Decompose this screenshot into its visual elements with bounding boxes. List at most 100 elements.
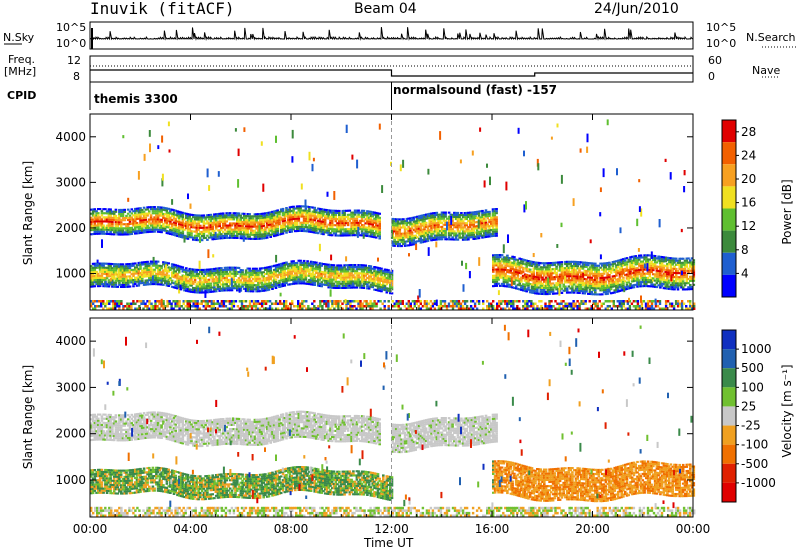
power-echo-cell <box>119 265 123 268</box>
power-echo-cell <box>288 206 292 209</box>
power-echo-cell <box>274 234 278 237</box>
power-echo-cell <box>373 276 376 279</box>
power-echo-cell <box>297 215 301 218</box>
power-echo-cell <box>308 274 311 277</box>
power-echo-cell <box>360 228 364 231</box>
power-echo-cell <box>571 275 574 278</box>
power-echo-cell <box>250 237 253 240</box>
power-echo-cell <box>209 270 213 273</box>
power-echo-cell <box>435 211 439 214</box>
power-echo-cell <box>158 228 162 231</box>
power-echo-cell <box>359 264 362 267</box>
power-echo-cell <box>588 288 592 291</box>
power-echo-cell <box>442 223 446 226</box>
power-echo-cell <box>125 214 128 217</box>
power-echo-cell <box>125 263 128 266</box>
power-echo-cell <box>359 266 362 269</box>
power-echo-cell <box>271 217 274 220</box>
power-echo-cell <box>176 228 179 231</box>
power-echo-cell <box>91 233 95 236</box>
power-echo-cell <box>199 283 202 286</box>
power-echo-cell <box>536 288 539 291</box>
power-echo-cell <box>499 276 502 279</box>
power-echo-cell <box>369 233 373 236</box>
power-echo-cell <box>518 284 521 287</box>
power-echo-cell <box>539 276 543 279</box>
power-echo-cell <box>396 218 400 221</box>
power-echo-cell <box>274 274 278 277</box>
power-echo-cell <box>265 287 269 290</box>
power-echo-cell <box>267 230 271 233</box>
power-echo-cell <box>251 217 255 220</box>
power-echo-cell <box>491 220 495 223</box>
power-echo-cell <box>223 216 227 219</box>
power-echo-cell <box>514 287 518 290</box>
power-echo-cell <box>569 262 572 265</box>
power-echo-cell <box>403 242 407 245</box>
power-echo-cell <box>262 222 265 225</box>
power-echo-cell <box>534 282 537 285</box>
power-echo-cell <box>587 280 590 283</box>
power-echo-cell <box>146 264 149 267</box>
power-echo-cell <box>281 278 285 281</box>
power-echo-cell <box>329 211 332 214</box>
power-echo-cell <box>560 279 564 282</box>
power-echo-cell <box>218 229 221 232</box>
power-echo-cell <box>269 213 272 216</box>
power-echo-cell <box>571 279 574 282</box>
power-echo-cell <box>364 222 367 225</box>
power-echo-cell <box>461 236 465 239</box>
power-echo-cell <box>197 226 200 229</box>
power-echo-cell <box>148 210 151 213</box>
power-echo-cell <box>446 238 449 241</box>
power-echo-cell <box>294 274 297 277</box>
power-echo-cell <box>302 268 306 271</box>
power-echo-cell <box>95 274 98 277</box>
power-echo-cell <box>199 268 202 271</box>
power-echo-cell <box>186 215 190 218</box>
power-echo-cell <box>336 209 339 212</box>
power-echo-cell <box>451 219 454 222</box>
power-echo-cell <box>534 267 537 270</box>
power-echo-cell <box>163 207 167 210</box>
power-echo-cell <box>430 220 433 223</box>
power-echo-cell <box>156 212 160 215</box>
power-echo-cell <box>493 214 497 217</box>
power-echo-cell <box>104 285 107 288</box>
power-echo-cell <box>528 270 532 273</box>
power-echo-cell <box>123 269 126 272</box>
power-echo-cell <box>456 226 460 229</box>
power-echo-cell <box>341 274 345 277</box>
nsearch-label: N.Search <box>746 31 796 44</box>
power-echo-cell <box>241 281 244 284</box>
power-echo-cell <box>183 228 186 231</box>
power-echo-cell <box>214 215 218 218</box>
power-echo-cell <box>107 218 111 221</box>
power-echo-cell <box>267 219 271 222</box>
power-echo-cell <box>236 272 239 275</box>
power-echo-cell <box>90 218 93 221</box>
power-echo-cell <box>183 283 186 286</box>
power-echo-cell <box>355 268 359 271</box>
power-echo-cell <box>202 237 206 240</box>
power-echo-cell <box>250 271 253 274</box>
power-echo-cell <box>156 281 160 284</box>
power-echo-cell <box>177 281 181 284</box>
power-echo-cell <box>562 275 565 278</box>
power-echo-cell <box>156 208 160 211</box>
power-echo-cell <box>528 260 532 263</box>
power-echo-cell <box>292 280 295 283</box>
power-echo-cell <box>435 238 439 241</box>
power-echo-cell <box>137 217 141 220</box>
power-echo-cell <box>107 208 111 211</box>
power-echo-cell <box>318 270 322 273</box>
power-echo-cell <box>405 217 409 220</box>
power-echo-cell <box>477 237 481 240</box>
power-echo-cell <box>218 231 221 234</box>
power-echo-cell <box>360 211 364 214</box>
power-echo-cell <box>211 286 214 289</box>
power-echo-cell <box>536 284 539 287</box>
power-echo-cell <box>304 230 308 233</box>
power-echo-cell <box>543 286 546 289</box>
power-echo-cell <box>444 234 447 237</box>
